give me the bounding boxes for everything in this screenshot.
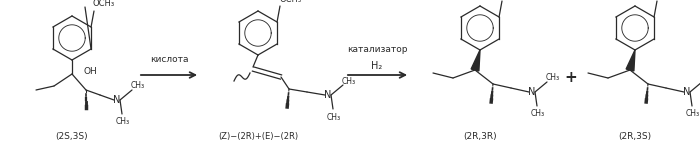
Text: N: N [683,87,691,97]
Polygon shape [471,50,480,71]
Text: N: N [113,95,120,105]
Text: катализатор: катализатор [346,46,407,54]
Text: (2R,3R): (2R,3R) [463,132,497,140]
Polygon shape [626,50,635,71]
Text: CH₃: CH₃ [116,118,130,126]
Text: (Z)−(2R)+(E)−(2R): (Z)−(2R)+(E)−(2R) [218,132,298,140]
Text: CH₃: CH₃ [131,81,145,91]
Text: CH₃: CH₃ [531,110,545,119]
Text: (2R,3S): (2R,3S) [618,132,652,140]
Text: N: N [528,87,536,97]
Text: +: + [565,71,578,86]
Text: CH₃: CH₃ [686,110,700,119]
Text: OH: OH [83,67,97,77]
Text: CH₃: CH₃ [327,113,341,121]
Text: (2S,3S): (2S,3S) [56,132,88,140]
Text: CH₃: CH₃ [342,77,356,86]
Text: OCH₃: OCH₃ [93,0,115,8]
Text: CH₃: CH₃ [546,73,560,82]
Text: H₂: H₂ [372,61,383,71]
Text: N: N [324,90,332,100]
Text: кислота: кислота [150,55,188,65]
Text: OCH₃: OCH₃ [280,0,302,4]
